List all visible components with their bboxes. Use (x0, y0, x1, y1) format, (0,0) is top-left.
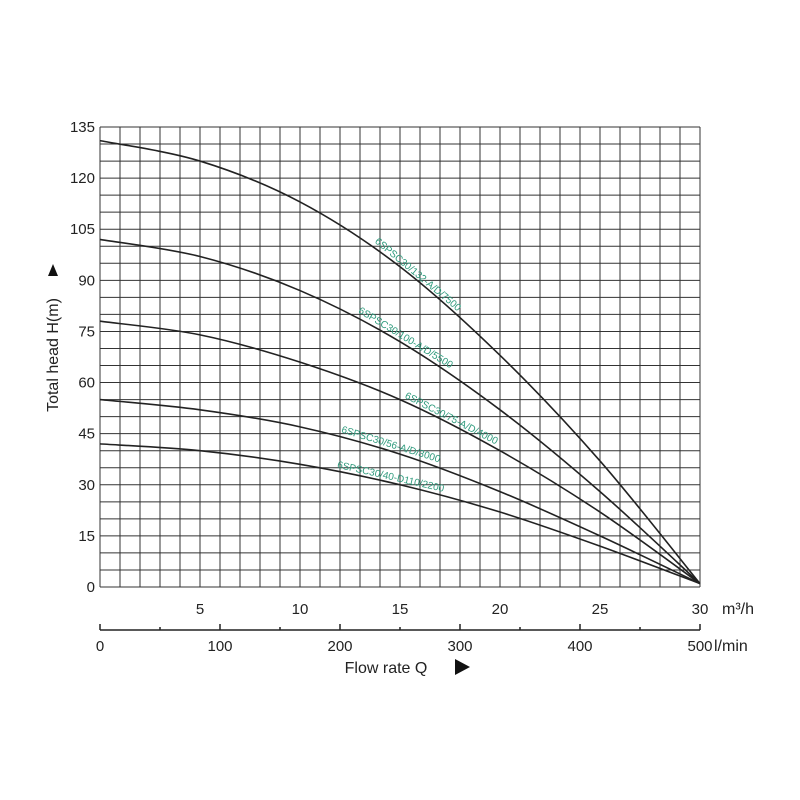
x-tick-label-lmin: 100 (207, 638, 232, 655)
pump-curve (99, 139, 701, 585)
x-tick-label-lmin: 500 (687, 638, 712, 655)
x-tick-label-lmin: 0 (96, 638, 104, 655)
y-tick-label: 45 (78, 426, 95, 443)
x-unit-lmin: l/min (714, 638, 748, 655)
x-tick-label-m3h: 20 (492, 601, 509, 618)
y-tick-label: 120 (70, 170, 95, 187)
pump-curve (99, 443, 701, 585)
x-tick-label-lmin: 400 (567, 638, 592, 655)
y-tick-label: 90 (78, 272, 95, 289)
y-tick-label: 30 (78, 477, 95, 494)
pump-curve (99, 238, 701, 585)
x-tick-label-lmin: 300 (447, 638, 472, 655)
y-tick-label: 135 (70, 119, 95, 136)
y-axis-arrow-icon (48, 264, 58, 276)
grid (99, 126, 701, 588)
x-tick-label-lmin: 200 (327, 638, 352, 655)
y-tick-label: 60 (78, 375, 95, 392)
x-tick-label-m3h: 15 (392, 601, 409, 618)
x-tick-label-m3h: 5 (196, 601, 204, 618)
pump-curve-label: 6SPSC30/56-A/D/3000 (340, 425, 442, 466)
x-tick-label-m3h: 30 (692, 601, 709, 618)
y-tick-label: 75 (78, 323, 95, 340)
y-tick-label: 0 (87, 579, 95, 596)
pump-curve (99, 398, 701, 585)
x-unit-m3h: m³/h (722, 601, 754, 618)
y-tick-label: 105 (70, 221, 95, 238)
x-tick-label-m3h: 10 (292, 601, 309, 618)
pump-curve-label: 6SPSC30/40-D110/2200 (336, 460, 445, 495)
y-axis-title: Total head H(m) (45, 298, 62, 412)
lmin-axis: 0 100 200 300 400 500 (96, 624, 713, 655)
x-tick-label-m3h: 25 (592, 601, 609, 618)
x-axis-title: Flow rate Q (345, 660, 428, 677)
x-axis-arrow-icon (455, 659, 470, 675)
x-axis-ticks-m3h: 5 10 15 20 25 30 (196, 601, 709, 618)
y-tick-label: 15 (78, 528, 95, 545)
pump-curves (99, 139, 701, 585)
y-axis-ticks: 0 15 30 45 60 75 90 105 120 135 (70, 119, 95, 596)
pump-curve-label: 6SPSC30/132-A/D/7500 (372, 236, 463, 314)
pump-curve (99, 320, 701, 585)
